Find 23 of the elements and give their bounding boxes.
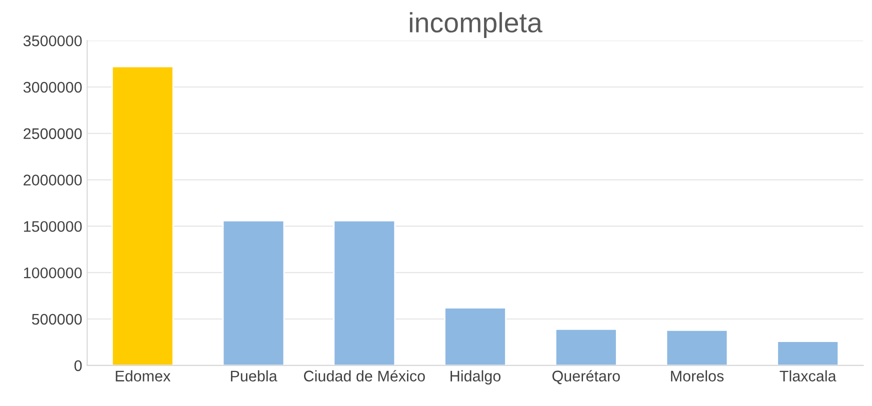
x-tick-label: Puebla bbox=[230, 370, 278, 382]
bar bbox=[666, 329, 728, 366]
chart-title: incompleta bbox=[410, 12, 542, 38]
bar bbox=[222, 220, 285, 366]
bar bbox=[444, 307, 506, 366]
y-tick-label: 2500000 bbox=[24, 128, 82, 140]
y-tick-label: 1000000 bbox=[24, 267, 82, 278]
x-tick-label: Ciudad de México bbox=[304, 370, 425, 382]
bar bbox=[554, 328, 618, 366]
x-tick-label: Hidalgo bbox=[450, 370, 501, 385]
bar bbox=[776, 340, 840, 366]
y-tick-label: 2000000 bbox=[24, 174, 82, 186]
bar bbox=[111, 66, 174, 366]
y-tick-label: 3500000 bbox=[23, 35, 82, 46]
x-tick-label: Tlaxcala bbox=[780, 370, 836, 382]
y-tick-label: 0 bbox=[74, 360, 82, 372]
x-tick-label: Querétaro bbox=[552, 370, 620, 384]
x-tick-label: Morelos bbox=[671, 370, 724, 382]
bar bbox=[333, 220, 396, 366]
y-tick-label: 500000 bbox=[32, 314, 82, 325]
y-tick-label: 3000000 bbox=[23, 82, 82, 93]
y-tick-label: 1500000 bbox=[24, 221, 82, 232]
x-tick-label: Edomex bbox=[116, 370, 170, 382]
